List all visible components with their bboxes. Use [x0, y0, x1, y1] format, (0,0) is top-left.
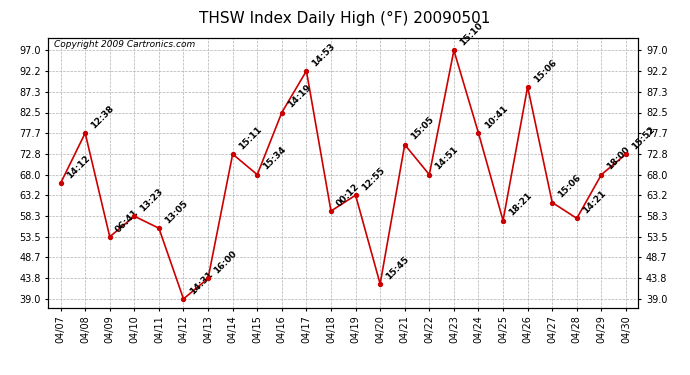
Point: [473, 130, 484, 136]
Text: 14:53: 14:53: [310, 42, 337, 68]
Text: 14:51: 14:51: [433, 145, 460, 172]
Text: 15:10: 15:10: [458, 21, 484, 48]
Text: 14:19: 14:19: [286, 83, 313, 110]
Point: [252, 172, 263, 178]
Text: 15:05: 15:05: [409, 116, 435, 142]
Point: [276, 110, 287, 116]
Point: [301, 68, 312, 74]
Text: 13:05: 13:05: [163, 199, 190, 225]
Point: [203, 275, 214, 281]
Point: [620, 151, 631, 157]
Point: [497, 217, 509, 223]
Text: 15:45: 15:45: [384, 255, 411, 281]
Text: 00:12: 00:12: [335, 182, 362, 208]
Text: 10:41: 10:41: [482, 104, 509, 130]
Text: 12:38: 12:38: [89, 104, 116, 130]
Point: [55, 180, 66, 186]
Point: [424, 172, 435, 178]
Point: [178, 296, 189, 302]
Text: 16:00: 16:00: [213, 249, 239, 276]
Point: [104, 234, 115, 240]
Point: [375, 281, 386, 287]
Text: THSW Index Daily High (°F) 20090501: THSW Index Daily High (°F) 20090501: [199, 11, 491, 26]
Text: 15:52: 15:52: [630, 125, 657, 151]
Point: [326, 208, 337, 214]
Point: [79, 130, 90, 136]
Text: 06:41: 06:41: [114, 207, 141, 234]
Text: 14:31: 14:31: [188, 270, 215, 296]
Text: 15:06: 15:06: [556, 173, 583, 200]
Point: [571, 215, 582, 221]
Text: 18:21: 18:21: [507, 191, 534, 218]
Point: [546, 200, 558, 206]
Point: [596, 172, 607, 178]
Point: [129, 213, 140, 219]
Text: Copyright 2009 Cartronics.com: Copyright 2009 Cartronics.com: [55, 40, 195, 49]
Text: 15:34: 15:34: [262, 145, 288, 172]
Text: 14:21: 14:21: [581, 189, 608, 216]
Text: 15:11: 15:11: [237, 125, 264, 151]
Point: [522, 84, 533, 90]
Point: [153, 225, 164, 231]
Text: 13:23: 13:23: [139, 187, 165, 213]
Text: 14:12: 14:12: [65, 154, 92, 180]
Text: 12:55: 12:55: [359, 166, 386, 192]
Text: 15:06: 15:06: [532, 57, 558, 84]
Point: [448, 47, 460, 53]
Point: [227, 151, 238, 157]
Point: [350, 192, 361, 198]
Text: 18:00: 18:00: [606, 146, 632, 172]
Point: [400, 142, 411, 148]
